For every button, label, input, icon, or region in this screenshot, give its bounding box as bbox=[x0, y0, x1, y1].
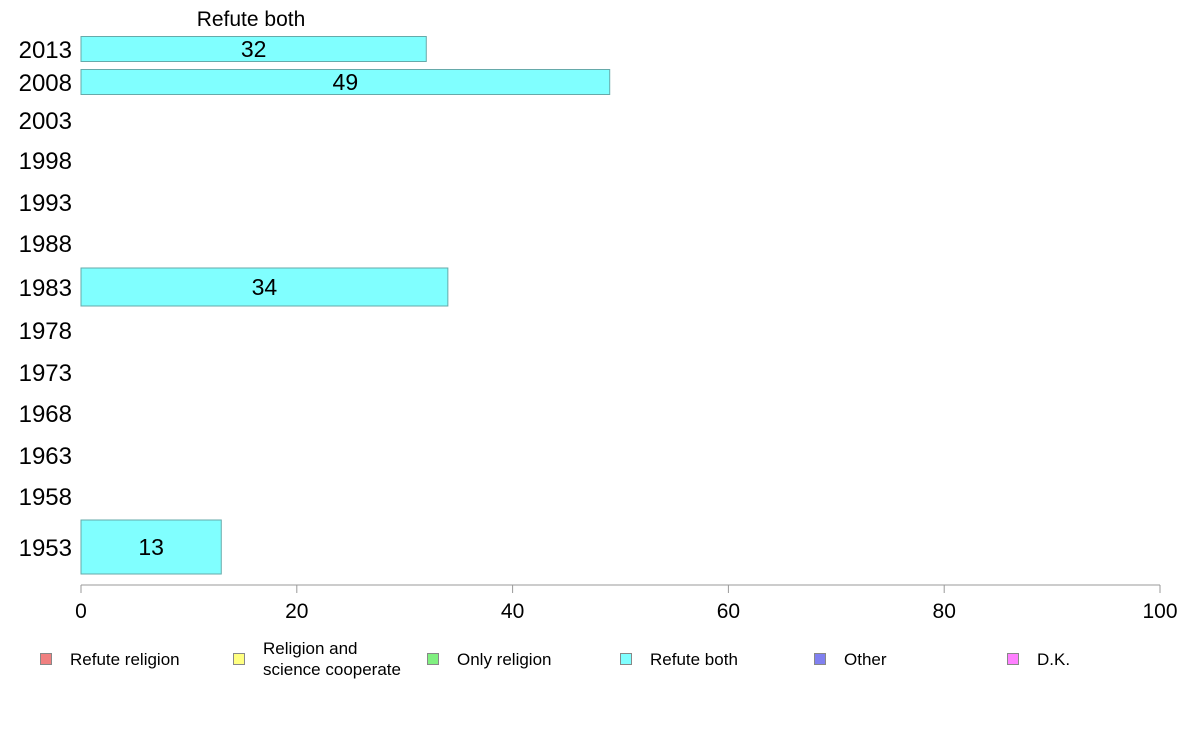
legend-label: Refute religion bbox=[70, 649, 180, 669]
y-tick-label: 1958 bbox=[19, 484, 72, 511]
bar-chart: Refute both20132008200319981993198819831… bbox=[19, 8, 1178, 623]
legend-swatch bbox=[1007, 653, 1019, 665]
x-tick-label: 40 bbox=[501, 600, 524, 623]
y-tick-label: 1978 bbox=[19, 318, 72, 345]
legend-swatch bbox=[233, 653, 245, 665]
legend-item-only-religion: Only religion bbox=[427, 636, 552, 682]
y-tick-label: 1973 bbox=[19, 360, 72, 387]
legend-swatch bbox=[814, 653, 826, 665]
y-tick-label: 1993 bbox=[19, 190, 72, 217]
y-tick-label: 2003 bbox=[19, 108, 72, 135]
legend: Refute religion Religion and science coo… bbox=[0, 636, 1188, 686]
legend-item-refute-religion: Refute religion bbox=[40, 636, 180, 682]
y-tick-label: 1988 bbox=[19, 231, 72, 258]
x-tick-label: 100 bbox=[1142, 600, 1177, 623]
legend-item-dk: D.K. bbox=[1007, 636, 1070, 682]
legend-item-refute-both: Refute both bbox=[620, 636, 738, 682]
x-tick-label: 60 bbox=[717, 600, 740, 623]
legend-label: Other bbox=[844, 649, 887, 669]
legend-swatch bbox=[40, 653, 52, 665]
y-tick-label: 2008 bbox=[19, 70, 72, 97]
legend-swatch bbox=[620, 653, 632, 665]
bar-value-label: 34 bbox=[252, 274, 278, 300]
legend-label: Religion and science cooperate bbox=[263, 639, 401, 679]
bar bbox=[80, 69, 611, 95]
x-tick-label: 0 bbox=[75, 600, 87, 623]
bar-value-label: 32 bbox=[241, 36, 267, 62]
legend-label: Only religion bbox=[457, 649, 552, 669]
x-tick-label: 80 bbox=[933, 600, 956, 623]
bar bbox=[80, 267, 449, 307]
x-tick-label: 20 bbox=[285, 600, 308, 623]
y-tick-label: 1998 bbox=[19, 148, 72, 175]
legend-item-religion-and-science-cooperate: Religion and science cooperate bbox=[233, 636, 401, 682]
y-tick-label: 1983 bbox=[19, 275, 72, 302]
legend-label: D.K. bbox=[1037, 649, 1071, 669]
chart-title: Refute both bbox=[197, 8, 306, 31]
bar-value-label: 49 bbox=[333, 69, 359, 95]
bar bbox=[80, 36, 427, 62]
legend-item-other: Other bbox=[814, 636, 887, 682]
bar-value-label: 13 bbox=[138, 534, 164, 560]
legend-label: Refute both bbox=[650, 649, 738, 669]
y-tick-label: 1963 bbox=[19, 443, 72, 470]
legend-swatch bbox=[427, 653, 439, 665]
bar bbox=[80, 519, 222, 575]
y-tick-label: 2013 bbox=[19, 37, 72, 64]
y-tick-label: 1953 bbox=[19, 535, 72, 562]
y-tick-label: 1968 bbox=[19, 401, 72, 428]
